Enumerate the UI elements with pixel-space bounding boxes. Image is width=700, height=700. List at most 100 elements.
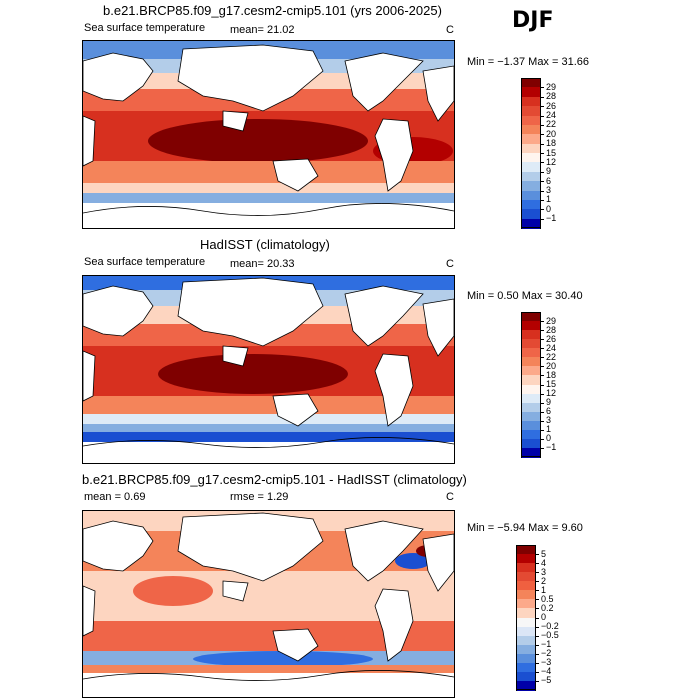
- panel1-colorbar-tick: [541, 199, 544, 201]
- panel1-colorbar-tick-label: 0: [546, 203, 552, 214]
- panel2-variable-label: Sea surface temperature: [84, 256, 206, 268]
- panel1-colorbar-tick-label: 20: [546, 128, 557, 139]
- panel3-units: C: [446, 491, 454, 503]
- panel1-mean: mean= 21.02: [230, 24, 295, 36]
- panel2-colorbar-tick: [541, 402, 544, 404]
- panel3-colorbar-tick-label: 0.2: [541, 602, 554, 613]
- panel3-colorbar-tick: [536, 680, 539, 682]
- panel3-colorbar-tick: [536, 563, 539, 565]
- panel3-colorbar-tick-label: 4: [541, 557, 547, 568]
- panel1-colorbar-tick: [541, 162, 544, 164]
- panel3-colorbar-tick-label: 1: [541, 584, 547, 595]
- panel2-colorbar-tick-label: 12: [546, 388, 557, 399]
- panel1-south-mid-band: [83, 183, 454, 193]
- panel3-colorbar-tick: [536, 671, 539, 673]
- panel1-colorbar-tick: [541, 124, 544, 126]
- panel3-colorbar-tick: [536, 590, 539, 592]
- panel3-colorbar-tick: [536, 581, 539, 583]
- panel3-colorbar-tick-label: 2: [541, 575, 547, 586]
- panel1-colorbar-tick-label: 9: [546, 166, 552, 177]
- panel3-colorbar-tick-label: −0.5: [541, 630, 559, 641]
- panel2-antarctica: [83, 442, 454, 463]
- panel2-title: HadISST (climatology): [200, 237, 330, 252]
- season-label: DJF: [512, 8, 554, 33]
- panel1-colorbar-tick: [541, 96, 544, 98]
- panel1-colorbar-tick: [541, 87, 544, 89]
- panel2-colorbar-tick-label: 6: [546, 406, 552, 417]
- panel2-colorbar-tick: [541, 384, 544, 386]
- panel1-colorbar: 29 28 26 24 22 20 18 15 12 9 6 3 1 0 −1: [521, 78, 581, 229]
- panel1-units: C: [446, 24, 454, 36]
- panel2-colorbar-tick-label: 22: [546, 351, 557, 362]
- panel1-colorbar-tick: [541, 153, 544, 154]
- panel2-southern-ocean-band: [83, 432, 454, 442]
- panel1-colorbar-tick-label: 3: [546, 185, 552, 195]
- panel2-colorbar-tick-label: 15: [546, 379, 557, 389]
- panel2-colorbar-tick-label: 1: [546, 424, 552, 435]
- panel3-south-edge-band: [83, 665, 454, 673]
- panel1-map-svg: [83, 41, 454, 228]
- panel3-colorbar-tick: [536, 608, 539, 610]
- panel1-colorbar-frame: [521, 78, 541, 228]
- panel3-anomaly-a: [133, 576, 213, 606]
- panel3-colorbar-tick-label: 3: [541, 566, 547, 577]
- panel3-colorbar-tick-label: −0.2: [541, 621, 559, 632]
- panel2-south-cool-band: [83, 424, 454, 432]
- panel2-colorbar-tick-label: 9: [546, 397, 552, 408]
- panel1-south-cool-band: [83, 193, 454, 203]
- panel1-south-subtropic-band: [83, 161, 454, 183]
- panel1-colorbar-tick-label: 22: [546, 119, 557, 130]
- panel1-colorbar-tick: [541, 181, 544, 183]
- panel1-colorbar-tick: [541, 115, 544, 117]
- panel3-map: [82, 510, 455, 698]
- panel3-colorbar-tick-label: −3: [541, 657, 552, 668]
- panel3-colorbar-tick: [536, 626, 539, 628]
- panel1-colorbar-tick: [541, 171, 544, 173]
- panel3-map-svg: [83, 511, 454, 697]
- panel2-colorbar-tick: [541, 357, 544, 359]
- panel3-colorbar-frame: [516, 545, 536, 690]
- panel3-colorbar-tick: [536, 599, 539, 601]
- panel1-colorbar-tick-label: 28: [546, 91, 557, 102]
- panel1-colorbar-tick-label: 18: [546, 138, 557, 149]
- panel2-colorbar-tick: [541, 429, 544, 431]
- panel1-variable-label: Sea surface temperature: [84, 22, 206, 34]
- panel2-colorbar-tick: [541, 375, 544, 377]
- panel3-colorbar-tick-label: −4: [541, 666, 552, 677]
- panel1-land: [83, 44, 454, 192]
- panel3-colorbar-tick-label: 5: [541, 548, 547, 559]
- panel3-colorbar-tick-label: −1: [541, 639, 552, 650]
- panel1-colorbar-tick: [541, 106, 544, 108]
- panel2-colorbar-tick: [541, 438, 544, 440]
- panel2-map: [82, 275, 455, 464]
- panel2-colorbar-tick: [541, 420, 544, 422]
- panel3-colorbar-tick-label: −5: [541, 675, 552, 686]
- panel2-colorbar-tick: [541, 321, 544, 323]
- panel2-colorbar-tick-label: 28: [546, 324, 557, 335]
- panel2-colorbar-tick: [541, 366, 544, 368]
- panel1-title: b.e21.BRCP85.f09_g17.cesm2-cmip5.101 (yr…: [103, 3, 442, 18]
- panel1-colorbar-tick: [541, 190, 544, 192]
- panel1-colorbar-tick-label: 15: [546, 147, 557, 158]
- panel2-south-mid-band: [83, 414, 454, 424]
- panel1-warm-pool: [148, 119, 368, 163]
- panel2-colorbar: 29 28 26 24 22 20 18 15 12 9 6 3 1 0 −1: [521, 312, 581, 458]
- panel3-colorbar-tick: [536, 662, 539, 664]
- panel1-colorbar-tick-label: −1: [546, 213, 557, 224]
- panel1-colorbar-tick-label: 6: [546, 175, 552, 186]
- panel3-colorbar-tick: [536, 644, 539, 646]
- panel2-colorbar-frame: [521, 312, 541, 457]
- panel3-antarctic-coast: [83, 670, 454, 681]
- panel3-colorbar-tick-label: −2: [541, 648, 552, 659]
- panel2-colorbar-tick: [541, 348, 544, 350]
- panel3-title: b.e21.BRCP85.f09_g17.cesm2-cmip5.101 - H…: [82, 472, 467, 487]
- panel3-minmax: Min = −5.94 Max = 9.60: [467, 522, 583, 534]
- panel1-colorbar-tick: [541, 218, 544, 220]
- panel2-colorbar-tick-label: 0: [546, 433, 552, 444]
- panel3-colorbar-tick: [536, 572, 539, 574]
- panel1-colorbar-tick: [541, 209, 544, 211]
- panel3-colorbar-tick: [536, 635, 539, 637]
- panel3-colorbar: 5 4 3 2 1 0.5 0.2 0 −0.2 −0.5 −1 −2 −3 −4 −5: [516, 545, 576, 691]
- panel2-land: [83, 277, 454, 427]
- panel3-mean: mean = 0.69: [84, 491, 146, 503]
